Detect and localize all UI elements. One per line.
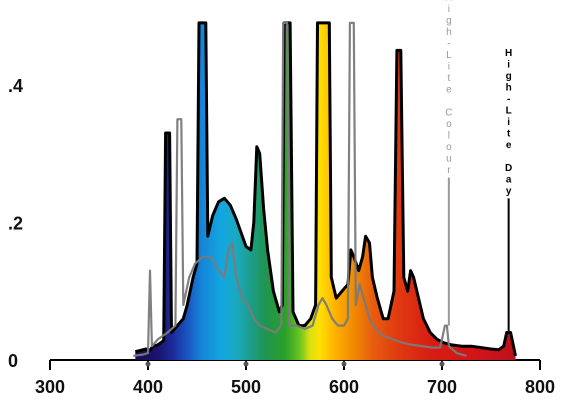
x-tick-label-600: 600 [329, 377, 359, 397]
x-axis-mark-500 [243, 361, 249, 367]
x-tick-label-700: 700 [427, 377, 457, 397]
series-area-high-lite-day [135, 22, 516, 361]
x-tick-label-400: 400 [133, 377, 163, 397]
y-tick-label-0: 0 [8, 351, 18, 371]
x-axis-mark-700 [439, 361, 445, 367]
x-tick-label-500: 500 [231, 377, 261, 397]
y-tick-label-0-2: .2 [8, 213, 23, 233]
x-tick-label-300: 300 [35, 377, 65, 397]
x-axis: 300 400 500 600 700 800 [35, 359, 555, 397]
y-tick-label-0-4: .4 [8, 76, 23, 96]
y-axis-tick-labels: 0 .2 .4 [8, 76, 23, 371]
series-layer [133, 21, 517, 361]
series-line-high-lite-colour [133, 21, 467, 357]
x-axis-mark-400 [145, 361, 151, 367]
series-line-high-lite-day [134, 21, 517, 357]
x-axis-mark-600 [341, 361, 347, 367]
x-tick-label-800: 800 [525, 377, 555, 397]
